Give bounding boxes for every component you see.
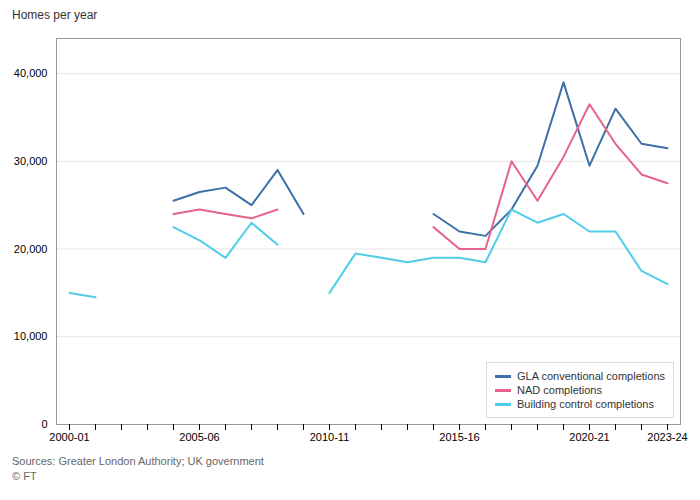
svg-text:0: 0 [41,418,47,430]
html-text:NAD completions: NAD completions [517,384,602,396]
svg-text:2000-01: 2000-01 [49,431,89,443]
html-text:GLA conventional completions: GLA conventional completions [517,370,665,382]
svg-text:20,000: 20,000 [14,243,48,255]
html-text:Homes per year: Homes per year [12,8,98,22]
svg-text:30,000: 30,000 [14,155,48,167]
svg-text:2005-06: 2005-06 [179,431,219,443]
svg-text:10,000: 10,000 [14,330,48,342]
svg-text:2010-11: 2010-11 [310,431,350,443]
svg-text:40,000: 40,000 [14,67,48,79]
svg-text:2015-16: 2015-16 [439,431,479,443]
html-text:Building control completions: Building control completions [517,398,654,410]
svg-text:2020-21: 2020-21 [569,431,609,443]
html-text:Sources: Greater London Author: Sources: Greater London Authority; UK go… [12,455,264,467]
html-text:© FT: © FT [12,470,37,482]
svg-text:2023-24: 2023-24 [647,431,687,443]
